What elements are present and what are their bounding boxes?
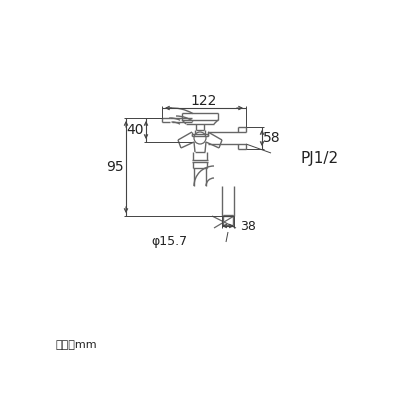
Text: 単位：mm: 単位：mm	[55, 340, 97, 350]
Text: 58: 58	[263, 131, 281, 145]
Text: φ15.7: φ15.7	[152, 236, 188, 248]
Text: 95: 95	[106, 160, 124, 174]
Text: 38: 38	[240, 220, 256, 232]
Text: 40: 40	[126, 123, 144, 137]
Text: 122: 122	[191, 94, 217, 108]
Text: PJ1/2: PJ1/2	[301, 150, 339, 166]
